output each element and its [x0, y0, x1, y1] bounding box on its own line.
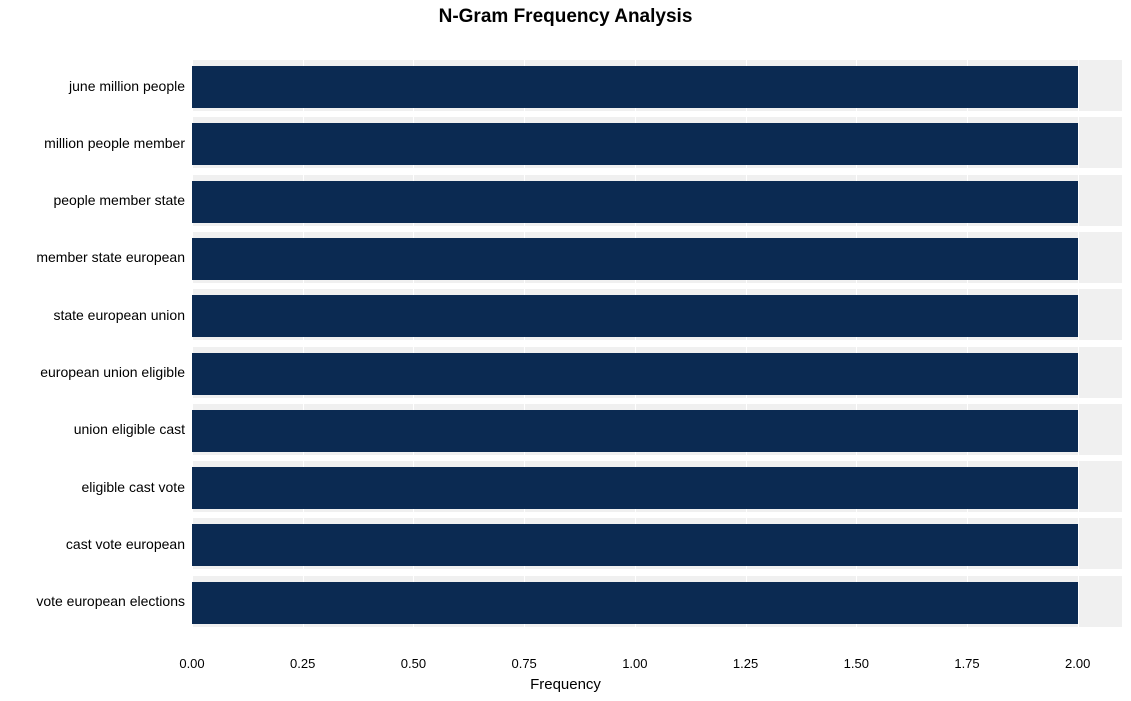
x-axis-label: Frequency — [0, 676, 1131, 693]
y-tick-label: vote european elections — [36, 593, 185, 609]
x-tick-label: 2.00 — [1065, 656, 1090, 671]
bar — [192, 582, 1078, 624]
y-tick-label: cast vote european — [66, 536, 185, 552]
x-tick-label: 1.50 — [844, 656, 869, 671]
bar — [192, 410, 1078, 452]
chart-title: N-Gram Frequency Analysis — [0, 6, 1131, 28]
y-tick-label: union eligible cast — [74, 421, 185, 437]
y-tick-label: eligible cast vote — [81, 479, 185, 495]
bar — [192, 181, 1078, 223]
x-tick-label: 0.00 — [179, 656, 204, 671]
ngram-chart: N-Gram Frequency Analysis Frequency june… — [0, 0, 1131, 701]
y-tick-label: june million people — [69, 78, 185, 94]
x-tick-label: 0.75 — [511, 656, 536, 671]
y-tick-label: member state european — [36, 249, 185, 265]
bar — [192, 467, 1078, 509]
gridline — [1078, 36, 1079, 644]
bar — [192, 295, 1078, 337]
y-tick-label: people member state — [53, 192, 185, 208]
x-tick-label: 1.00 — [622, 656, 647, 671]
x-tick-label: 0.50 — [401, 656, 426, 671]
bar — [192, 238, 1078, 280]
y-tick-label: state european union — [53, 307, 185, 323]
bar — [192, 524, 1078, 566]
bar — [192, 353, 1078, 395]
plot-area — [192, 36, 1122, 644]
x-tick-label: 1.25 — [733, 656, 758, 671]
bar — [192, 66, 1078, 108]
x-tick-label: 1.75 — [954, 656, 979, 671]
bar — [192, 123, 1078, 165]
y-tick-label: million people member — [44, 135, 185, 151]
x-tick-label: 0.25 — [290, 656, 315, 671]
y-tick-label: european union eligible — [40, 364, 185, 380]
